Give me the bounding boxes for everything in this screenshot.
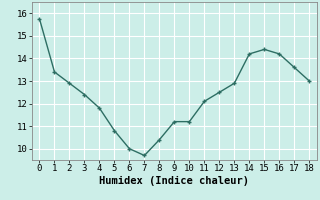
- X-axis label: Humidex (Indice chaleur): Humidex (Indice chaleur): [100, 176, 249, 186]
